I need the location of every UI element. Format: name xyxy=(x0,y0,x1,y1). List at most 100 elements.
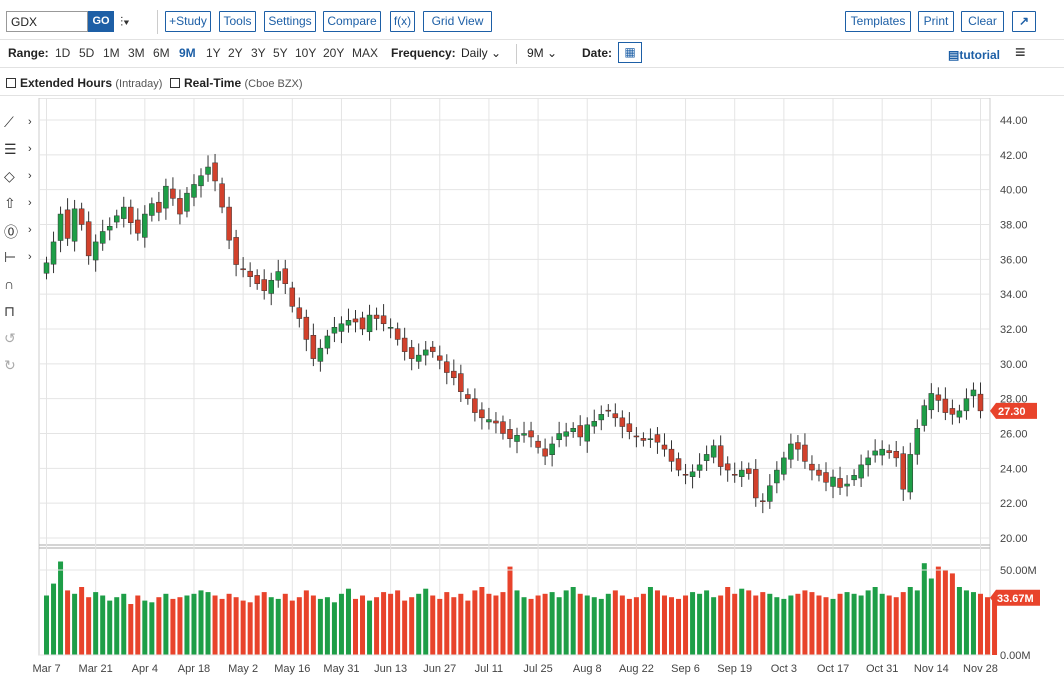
undo-tool[interactable]: ↺ xyxy=(4,330,36,352)
candle-body xyxy=(163,185,169,209)
range-max[interactable]: MAX xyxy=(352,46,379,60)
settings-button[interactable]: Settings xyxy=(264,11,316,32)
tutorial-link[interactable]: ▤tutorial xyxy=(948,48,1001,62)
volume-bar xyxy=(381,592,387,655)
candle-body xyxy=(535,440,541,448)
symbol-input[interactable] xyxy=(6,11,88,32)
candle-body xyxy=(500,421,506,434)
volume-bar xyxy=(739,588,745,655)
volume-bar xyxy=(275,598,281,655)
menu-icon[interactable]: ≡ xyxy=(1015,42,1026,62)
volume-bar xyxy=(388,593,394,655)
fibonacci-tool[interactable]: ☰ › xyxy=(4,141,36,163)
range-9m[interactable]: 9M xyxy=(179,46,196,60)
volume-bar xyxy=(121,593,127,655)
trendline-tool[interactable]: ⟋ › xyxy=(4,114,36,136)
candle-body xyxy=(949,408,956,415)
annotation-tool[interactable]: ⓪ › xyxy=(4,222,36,244)
volume-bar xyxy=(725,587,731,655)
grid-view-button[interactable]: Grid View xyxy=(423,11,492,32)
range-3y[interactable]: 3Y xyxy=(251,46,266,60)
volume-bar xyxy=(661,595,667,655)
x-tick-label: Sep 6 xyxy=(671,663,700,675)
volume-bar xyxy=(479,587,485,655)
candle-body xyxy=(106,225,113,231)
range-1y[interactable]: 1Y xyxy=(206,46,221,60)
volume-bar xyxy=(268,597,274,655)
candle-body xyxy=(788,443,794,460)
candle-body xyxy=(577,425,583,438)
candle-body xyxy=(289,287,296,307)
candle-body xyxy=(437,355,443,361)
range-3m[interactable]: 3M xyxy=(128,46,145,60)
x-tick-label: Jul 25 xyxy=(523,663,552,675)
frequency-select[interactable]: Daily ⌄ xyxy=(461,46,502,60)
range-2y[interactable]: 2Y xyxy=(228,46,243,60)
price-chart[interactable]: 44.00 42.00 40.00 38.00 36.00 34.00 32.00 30.00… xyxy=(0,98,1064,696)
x-tick-label: Mar 21 xyxy=(79,663,113,675)
candle-body xyxy=(710,445,717,458)
candle-body xyxy=(633,435,640,438)
clear-button[interactable]: Clear xyxy=(961,11,1004,32)
volume-bar xyxy=(535,595,541,655)
range-1d[interactable]: 1D xyxy=(55,46,71,60)
go-button[interactable]: GO xyxy=(88,11,114,32)
volume-bar xyxy=(219,598,225,655)
compare-button[interactable]: Compare xyxy=(323,11,381,32)
candlestick-icon[interactable]: ⫶▾ xyxy=(120,14,130,29)
calendar-icon[interactable]: ▦ xyxy=(618,42,642,63)
measure-tool[interactable]: ⊢ › xyxy=(4,249,36,271)
add-study-button[interactable]: +Study xyxy=(165,11,211,32)
range-6m[interactable]: 6M xyxy=(153,46,170,60)
range-10y[interactable]: 10Y xyxy=(295,46,317,60)
candle-body xyxy=(858,464,864,479)
candle-body xyxy=(647,438,654,440)
print-button[interactable]: Print xyxy=(918,11,954,32)
shape-icon: ◇ xyxy=(4,168,15,184)
volume-bar xyxy=(465,600,471,655)
volume-bar xyxy=(956,587,962,655)
candle-body xyxy=(373,314,380,319)
redo-tool[interactable]: ↻ xyxy=(4,357,36,379)
arrow-tool[interactable]: ⇧ › xyxy=(4,195,36,217)
volume-bar xyxy=(542,593,548,655)
shape-tool[interactable]: ◇ › xyxy=(4,168,36,190)
volume-bar xyxy=(430,595,436,655)
y-tick-label: 32.00 xyxy=(1000,324,1028,336)
candle-body xyxy=(310,335,317,359)
expand-icon[interactable]: ↗ xyxy=(1012,11,1036,32)
candle-body xyxy=(142,213,148,238)
range-5y[interactable]: 5Y xyxy=(273,46,288,60)
lock-tool[interactable]: ⊓ xyxy=(4,303,36,325)
candle-body xyxy=(268,279,274,294)
range-20y[interactable]: 20Y xyxy=(323,46,345,60)
period-select[interactable]: 9M ⌄ xyxy=(527,46,558,60)
volume-bar xyxy=(374,597,380,655)
y-tick-label: 28.00 xyxy=(1000,394,1028,406)
volume-bar xyxy=(977,593,983,655)
volume-bar xyxy=(851,593,857,655)
volume-bar xyxy=(72,593,78,655)
candle-body xyxy=(493,420,499,424)
magnet-tool[interactable]: ∩ xyxy=(4,276,36,298)
chevron-right-icon: › xyxy=(28,170,32,182)
tools-button[interactable]: Tools xyxy=(219,11,256,32)
function-button[interactable]: f(x) xyxy=(390,11,415,32)
realtime-checkbox[interactable] xyxy=(170,78,180,88)
candle-body xyxy=(170,188,176,199)
volume-bar xyxy=(93,592,99,655)
extended-hours-checkbox[interactable] xyxy=(6,78,16,88)
x-tick-label: Jun 13 xyxy=(374,663,407,675)
templates-button[interactable]: Templates xyxy=(845,11,911,32)
volume-bar xyxy=(823,597,829,655)
candle-body xyxy=(331,327,338,334)
film-icon: ▤ xyxy=(948,48,960,62)
candle-body xyxy=(668,448,675,462)
range-5d[interactable]: 5D xyxy=(79,46,95,60)
candle-body xyxy=(605,409,612,412)
annotation-icon: ⓪ xyxy=(4,224,18,240)
candle-body xyxy=(802,444,808,462)
candle-body xyxy=(254,275,260,284)
candle-body xyxy=(429,346,436,352)
range-1m[interactable]: 1M xyxy=(103,46,120,60)
